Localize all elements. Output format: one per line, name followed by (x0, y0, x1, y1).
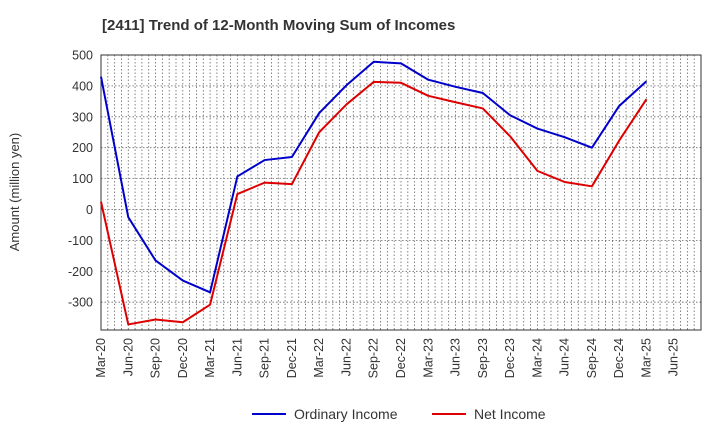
y-tick-label: 400 (72, 79, 93, 93)
x-tick-label: Sep-22 (367, 338, 381, 378)
legend-label: Ordinary Income (294, 406, 398, 422)
series-group (100, 60, 648, 326)
y-tick-label: 300 (72, 110, 93, 124)
y-tick-label: 200 (72, 141, 93, 155)
x-tick-label: Dec-24 (612, 338, 626, 378)
x-tick-label: Sep-23 (476, 338, 490, 378)
x-tick-label: Jun-24 (558, 338, 572, 376)
x-tick-label: Sep-24 (585, 338, 599, 378)
x-tick-label: Mar-20 (94, 338, 108, 378)
y-tick-label: -300 (68, 296, 93, 310)
grid (101, 55, 701, 330)
y-tick-label: 500 (72, 49, 93, 63)
x-tick-label: Sep-21 (258, 338, 272, 378)
x-tick-label: Mar-24 (530, 338, 544, 378)
x-tick-label: Jun-23 (449, 338, 463, 376)
x-tick-label: Jun-22 (339, 338, 353, 376)
x-tick-label: Dec-23 (503, 338, 517, 378)
y-axis-label: Amount (million yen) (7, 133, 22, 252)
legend: Ordinary Income Net Income (252, 406, 546, 422)
x-tick-label: Dec-21 (285, 338, 299, 378)
plot-frame (100, 54, 702, 331)
x-tick-label: Mar-22 (312, 338, 326, 378)
x-tick-label: Mar-25 (639, 338, 653, 378)
x-tick-label: Dec-20 (176, 338, 190, 378)
y-tick-label: 100 (72, 172, 93, 186)
y-tick-label: -200 (68, 265, 93, 279)
x-tick-label: Sep-20 (149, 338, 163, 378)
x-tick-label: Mar-21 (203, 338, 217, 378)
x-tick-label: Jun-20 (121, 338, 135, 376)
x-tick-label: Mar-23 (421, 338, 435, 378)
x-tick-label: Dec-22 (394, 338, 408, 378)
chart-title: [2411] Trend of 12-Month Moving Sum of I… (102, 17, 455, 34)
legend-label: Net Income (474, 406, 546, 422)
x-tick-label: Jun-21 (230, 338, 244, 376)
x-axis-ticks: Mar-20 Jun-20 Sep-20 Dec-20 Mar-21 Jun-21 Sep-… (94, 338, 681, 378)
x-tick-label: Jun-25 (667, 338, 681, 376)
y-axis-ticks: 500 400 300 200 100 0 -100 -200 -300 (68, 49, 93, 310)
y-tick-label: 0 (86, 203, 93, 217)
y-tick-label: -100 (68, 234, 93, 248)
